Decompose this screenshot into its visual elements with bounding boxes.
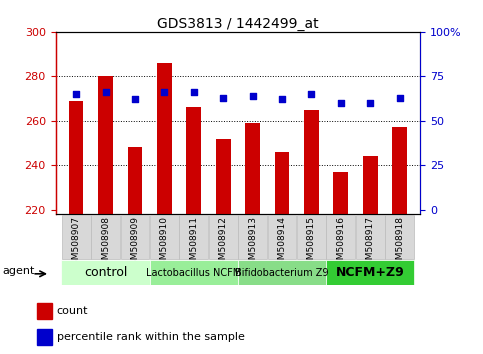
FancyBboxPatch shape [385, 215, 414, 259]
Point [219, 95, 227, 101]
Text: GSM508908: GSM508908 [101, 216, 110, 271]
Bar [186, 108, 201, 214]
Point [396, 95, 403, 101]
Point [160, 90, 168, 95]
Bar [37, 303, 53, 319]
Bar [275, 152, 289, 214]
Point [72, 91, 80, 97]
Point [102, 90, 110, 95]
Bar [392, 127, 407, 214]
Text: GSM508911: GSM508911 [189, 216, 198, 271]
FancyBboxPatch shape [121, 215, 149, 259]
Bar [304, 110, 319, 214]
Text: control: control [84, 266, 127, 279]
Bar [157, 63, 172, 214]
Point [337, 100, 345, 106]
Text: GSM508912: GSM508912 [219, 216, 227, 271]
Text: GSM508917: GSM508917 [366, 216, 375, 271]
Bar [37, 329, 53, 345]
FancyBboxPatch shape [297, 215, 326, 259]
Text: GSM508907: GSM508907 [71, 216, 81, 271]
Text: Lactobacillus NCFM: Lactobacillus NCFM [146, 268, 242, 278]
FancyBboxPatch shape [326, 260, 414, 285]
Bar [245, 123, 260, 214]
FancyBboxPatch shape [61, 260, 150, 285]
Point [131, 97, 139, 102]
Bar [216, 138, 230, 214]
FancyBboxPatch shape [238, 215, 267, 259]
FancyBboxPatch shape [209, 215, 238, 259]
Text: count: count [57, 306, 88, 316]
Text: GSM508918: GSM508918 [395, 216, 404, 271]
Text: GSM508909: GSM508909 [130, 216, 140, 271]
FancyBboxPatch shape [238, 260, 326, 285]
Text: GSM508913: GSM508913 [248, 216, 257, 271]
FancyBboxPatch shape [91, 215, 120, 259]
FancyBboxPatch shape [62, 215, 90, 259]
Text: GSM508914: GSM508914 [278, 216, 286, 271]
Text: agent: agent [3, 266, 35, 276]
FancyBboxPatch shape [268, 215, 297, 259]
Bar [363, 156, 378, 214]
Point [249, 93, 256, 99]
Text: GSM508916: GSM508916 [336, 216, 345, 271]
Text: Bifidobacterium Z9: Bifidobacterium Z9 [235, 268, 329, 278]
Text: GSM508910: GSM508910 [160, 216, 169, 271]
Text: NCFM+Z9: NCFM+Z9 [336, 266, 405, 279]
Bar [69, 101, 84, 214]
Point [190, 90, 198, 95]
FancyBboxPatch shape [179, 215, 208, 259]
Point [308, 91, 315, 97]
Text: GSM508915: GSM508915 [307, 216, 316, 271]
Title: GDS3813 / 1442499_at: GDS3813 / 1442499_at [157, 17, 319, 31]
Point [366, 100, 374, 106]
Text: percentile rank within the sample: percentile rank within the sample [57, 332, 244, 342]
Bar [98, 76, 113, 214]
Point [278, 97, 286, 102]
FancyBboxPatch shape [150, 215, 179, 259]
FancyBboxPatch shape [327, 215, 355, 259]
Bar [128, 148, 142, 214]
FancyBboxPatch shape [150, 260, 238, 285]
Bar [333, 172, 348, 214]
FancyBboxPatch shape [356, 215, 384, 259]
